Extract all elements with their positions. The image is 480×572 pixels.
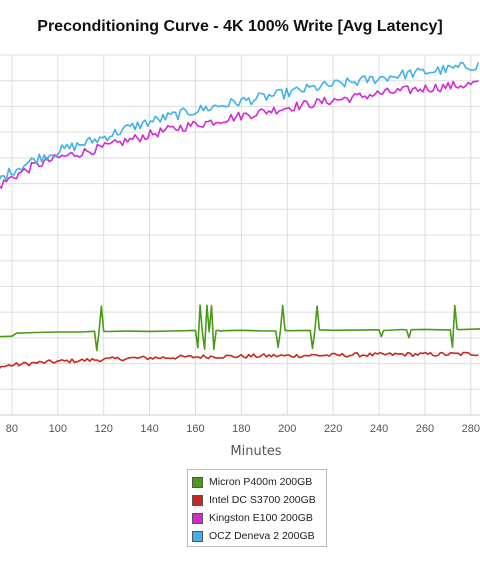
- legend-swatch: [192, 476, 203, 488]
- series-line: [0, 61, 480, 181]
- x-tick-labels: 6080100120140160180200220240260280: [6, 423, 480, 435]
- gridlines: [0, 54, 480, 416]
- series-line: [0, 80, 479, 189]
- legend-label: Intel DC S3700 200GB: [209, 494, 316, 506]
- legend-item: Micron P400m 200GB: [192, 473, 322, 491]
- x-tick-label: 280: [462, 423, 480, 435]
- x-tick-label: 140: [140, 423, 158, 435]
- x-tick-label: 260: [416, 423, 434, 435]
- x-tick-label: 120: [94, 423, 112, 435]
- series-line: [0, 304, 480, 352]
- legend-item: Intel DC S3700 200GB: [192, 491, 322, 509]
- x-tick-label: 220: [324, 423, 342, 435]
- legend-swatch: [192, 512, 203, 524]
- legend-item: Kingston E100 200GB: [192, 509, 322, 527]
- legend-label: OCZ Deneva 2 200GB: [209, 530, 315, 542]
- series-lines: [0, 61, 480, 370]
- legend-item: OCZ Deneva 2 200GB: [192, 527, 322, 545]
- legend-swatch: [192, 530, 203, 542]
- x-tick-label: 200: [278, 423, 296, 435]
- chart-title: Preconditioning Curve - 4K 100% Write [A…: [37, 18, 443, 35]
- legend: Micron P400m 200GB Intel DC S3700 200GB Ki…: [187, 469, 327, 547]
- x-tick-label: 180: [232, 423, 250, 435]
- series-line: [0, 351, 479, 370]
- x-axis-title: Minutes: [230, 444, 281, 459]
- x-tick-label: 160: [186, 423, 204, 435]
- legend-swatch: [192, 494, 203, 506]
- x-tick-label: 80: [6, 423, 18, 435]
- x-tick-label: 240: [370, 423, 388, 435]
- x-tick-label: 100: [49, 423, 67, 435]
- legend-label: Kingston E100 200GB: [209, 512, 313, 524]
- legend-label: Micron P400m 200GB: [209, 476, 313, 488]
